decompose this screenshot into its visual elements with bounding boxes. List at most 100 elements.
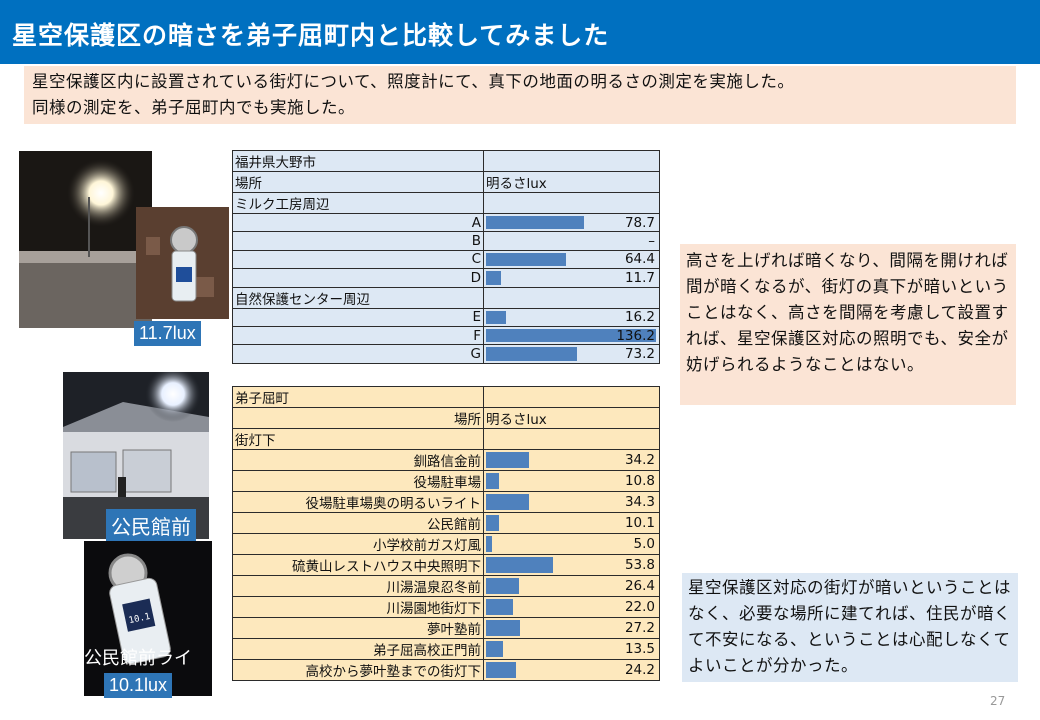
lux-meter-photo-1	[136, 207, 229, 319]
table-row: 公民館前 10.1	[232, 512, 660, 534]
col-place-header: 場所	[232, 407, 484, 429]
data-bar	[486, 452, 529, 468]
data-bar	[486, 515, 499, 531]
brightness-cell: 34.3	[483, 491, 660, 513]
note-box-height-spacing: 高さを上げれば暗くなり、間隔を開ければ間が暗くなるが、街灯の真下が暗いということ…	[680, 244, 1016, 405]
place-cell: 小学校前ガス灯風	[232, 533, 484, 555]
value-label: 5.0	[633, 536, 655, 552]
table-header-row: 場所 明るさlux	[232, 407, 660, 429]
brightness-cell: 53.8	[483, 554, 660, 576]
value-label: 24.2	[624, 662, 655, 678]
table-row: 釧路信金前 34.2	[232, 449, 660, 471]
intro-line-2: 同様の測定を、弟子屈町内でも実施した。	[32, 98, 355, 117]
table-row: F 136.2	[232, 325, 660, 346]
place-cell: F	[232, 325, 484, 346]
meter-reading: 10.1	[128, 612, 151, 626]
empty-cell	[483, 386, 660, 408]
brightness-cell: 26.4	[483, 575, 660, 597]
table-row: 高校から夢叶塾までの街灯下 24.2	[232, 659, 660, 681]
group-row: 街灯下	[232, 428, 660, 450]
note-box-conclusion: 星空保護区対応の街灯が暗いということはなく、必要な場所に建てれば、住民が暗くて不…	[682, 573, 1018, 682]
data-bar	[486, 328, 656, 343]
place-cell: E	[232, 307, 484, 327]
page-number: 27	[990, 694, 1006, 708]
place-cell: 弟子屈高校正門前	[232, 638, 484, 660]
table-title: 弟子屈町	[232, 386, 484, 408]
hall-light-label: 公民館前ライ	[84, 648, 192, 669]
data-bar	[486, 557, 554, 573]
table-row: 硫黄山レストハウス中央照明下 53.8	[232, 554, 660, 576]
place-cell: 夢叶塾前	[232, 617, 484, 639]
table-row: D 11.7	[232, 268, 660, 288]
data-bar	[486, 216, 585, 230]
brightness-cell: 11.7	[483, 268, 660, 288]
group-row: 自然保護センター周辺	[232, 286, 660, 309]
empty-cell	[483, 192, 660, 214]
brightness-cell: 136.2	[483, 325, 660, 346]
data-bar	[486, 473, 500, 489]
empty-cell	[483, 428, 660, 450]
value-label: 11.7	[624, 269, 655, 286]
data-bar	[486, 578, 519, 594]
table-header-row: 場所 明るさlux	[232, 171, 660, 193]
brightness-cell: 10.1	[483, 512, 660, 534]
brightness-cell: 64.4	[483, 249, 660, 270]
table-header-row: 弟子屈町	[232, 386, 660, 408]
place-cell: 役場駐車場奥の明るいライト	[232, 491, 484, 513]
group-name: 自然保護センター周辺	[232, 286, 484, 309]
title-bar: 星空保護区の暗さを弟子屈町内と比較してみました	[0, 0, 1040, 64]
lux-label-2: 10.1lux	[104, 673, 173, 698]
intro-line-1: 星空保護区内に設置されている街灯について、照度計にて、真下の地面の明るさの測定を…	[32, 72, 795, 91]
value-label: 64.4	[624, 251, 655, 268]
value-label: 22.0	[624, 599, 655, 615]
brightness-cell: 16.2	[483, 307, 660, 327]
value-label: 16.2	[624, 309, 655, 326]
table-header-row: 福井県大野市	[232, 150, 660, 172]
data-bar	[486, 252, 567, 267]
value-label: 10.1	[624, 515, 655, 531]
data-bar	[486, 271, 501, 285]
table-row: G 73.2	[232, 344, 660, 364]
value-label: 10.8	[624, 473, 655, 489]
empty-cell	[483, 286, 660, 309]
table-row: 夢叶塾前 27.2	[232, 617, 660, 639]
data-bar	[486, 662, 517, 678]
col-place-header: 場所	[232, 171, 484, 193]
table-row: 弟子屈高校正門前 13.5	[232, 638, 660, 660]
place-cell: 川湯園地街灯下	[232, 596, 484, 618]
place-cell: D	[232, 268, 484, 288]
place-cell: 硫黄山レストハウス中央照明下	[232, 554, 484, 576]
brightness-cell: 73.2	[483, 344, 660, 364]
value-label: 27.2	[624, 620, 655, 636]
place-cell: 川湯温泉忍冬前	[232, 575, 484, 597]
streetlight-photo	[19, 151, 152, 328]
value-label: –	[648, 233, 655, 250]
table-row: A 78.7	[232, 212, 660, 233]
table-row: 小学校前ガス灯風 5.0	[232, 533, 660, 555]
table-row: 川湯温泉忍冬前 26.4	[232, 575, 660, 597]
intro-box: 星空保護区内に設置されている街灯について、照度計にて、真下の地面の明るさの測定を…	[24, 66, 1016, 124]
table-row: 役場駐車場 10.8	[232, 470, 660, 492]
lux-label-1: 11.7lux	[134, 321, 201, 346]
place-cell: G	[232, 344, 484, 364]
community-hall-label: 公民館前	[106, 509, 196, 542]
place-cell: A	[232, 212, 484, 233]
ono-city-table: 福井県大野市 場所 明るさlux ミルク工房周辺 A 78.7 B – C 64.4 D 11.7 自然…	[232, 150, 660, 364]
value-label: 136.2	[616, 327, 655, 344]
place-cell: B	[232, 231, 484, 251]
brightness-cell: 27.2	[483, 617, 660, 639]
col-brightness-header: 明るさlux	[483, 171, 660, 193]
empty-cell	[483, 150, 660, 172]
col-brightness-header: 明るさlux	[483, 407, 660, 429]
value-label: 13.5	[624, 641, 655, 657]
table-title: 福井県大野市	[232, 150, 484, 172]
brightness-cell: –	[483, 231, 660, 251]
group-row: ミルク工房周辺	[232, 192, 660, 214]
slide-title: 星空保護区の暗さを弟子屈町内と比較してみました	[12, 21, 610, 50]
data-bar	[486, 599, 514, 615]
table-row: 川湯園地街灯下 22.0	[232, 596, 660, 618]
table-row: C 64.4	[232, 249, 660, 270]
group-name: ミルク工房周辺	[232, 192, 484, 214]
place-cell: 公民館前	[232, 512, 484, 534]
data-bar	[486, 494, 529, 510]
